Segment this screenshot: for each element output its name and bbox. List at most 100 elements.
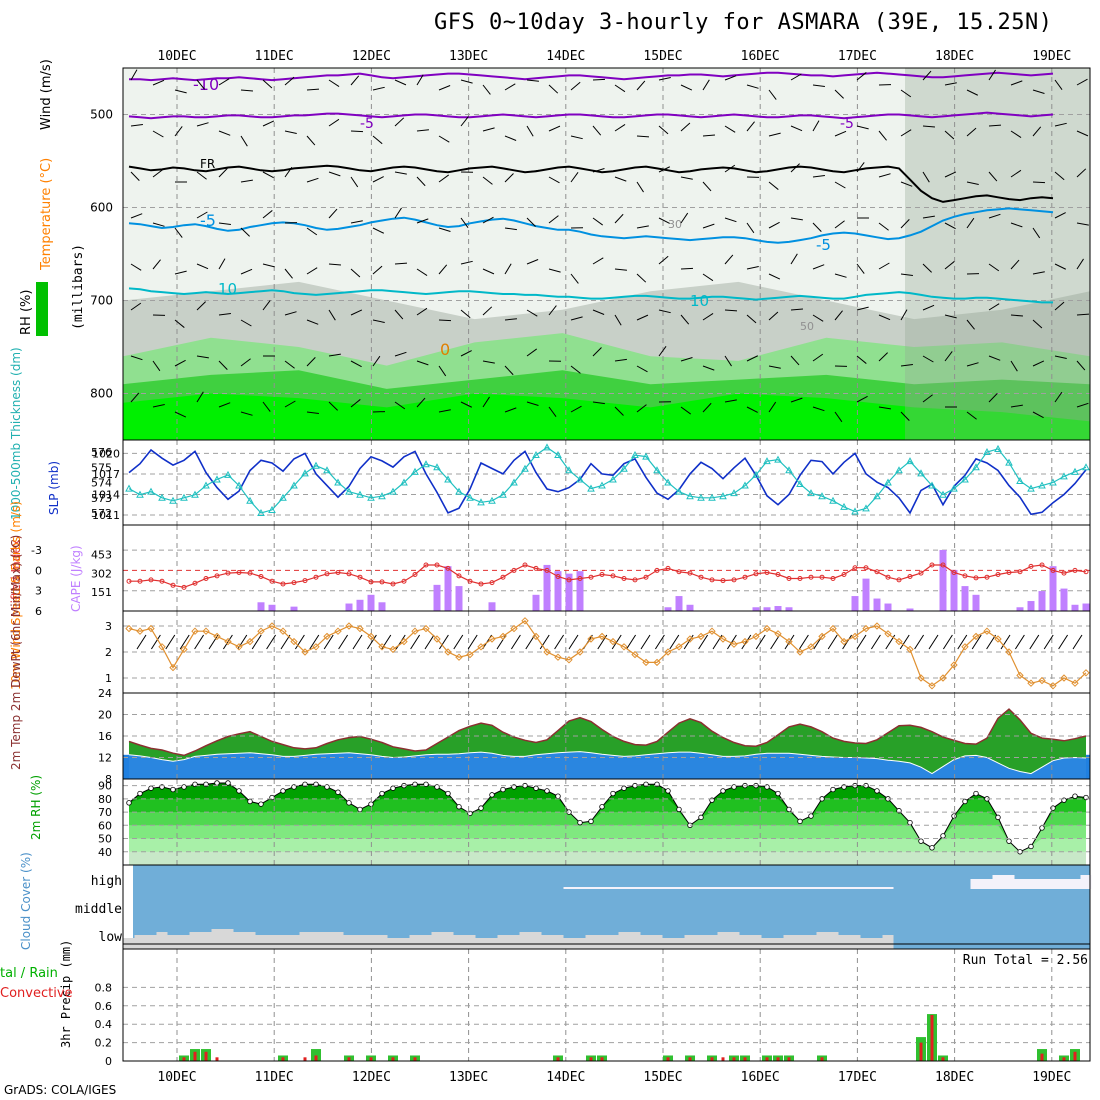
wind-barb <box>482 216 494 224</box>
wind-barb <box>680 314 690 325</box>
wind-barb <box>746 222 755 234</box>
wind-barb <box>174 270 187 275</box>
precip-convective-bar <box>941 1057 945 1061</box>
thickness-marker <box>785 466 793 474</box>
thickness-marker <box>290 481 298 489</box>
precip-convective-bar <box>215 1057 219 1061</box>
wind-barb <box>922 304 935 311</box>
wind-barb <box>702 223 715 229</box>
lifted-index-marker <box>951 569 957 575</box>
wind-speed-marker <box>598 632 606 641</box>
precip-convective-bar <box>281 1057 285 1061</box>
wind-barb <box>944 261 955 270</box>
ylabel-temperature: Temperature (°C) <box>39 158 54 271</box>
wind-barb <box>1032 319 1043 329</box>
lifted-index-marker <box>522 562 528 568</box>
rh2m-marker <box>236 788 242 794</box>
cape-bar <box>1082 603 1090 611</box>
wind-barb <box>878 352 888 362</box>
wind-speed-marker <box>1027 679 1035 687</box>
contour-label: 10 <box>690 292 709 310</box>
wind-barb <box>768 401 777 413</box>
thickness-marker <box>675 487 683 495</box>
rh2m-marker <box>555 793 561 799</box>
wind-barb <box>323 634 334 650</box>
rh-band <box>905 68 1090 440</box>
wind-barb <box>240 135 248 147</box>
wind-barb <box>966 127 977 137</box>
ylabel-wind10m: 10m Wind Speed & Barbs (m/s) <box>9 501 23 690</box>
wind-barb <box>1054 122 1067 127</box>
date-label-bottom: 15DEC <box>643 1070 682 1085</box>
wind-speed-marker <box>323 632 331 641</box>
rh2m-marker <box>489 792 495 798</box>
wind-barb <box>306 88 320 91</box>
thickness-marker <box>246 496 254 504</box>
lifted-index-marker <box>170 582 176 588</box>
wind-barb <box>702 134 715 137</box>
wind-barb <box>966 411 977 420</box>
wind-barb <box>410 634 421 650</box>
wind-barb <box>460 309 471 319</box>
wind-barb <box>658 166 671 173</box>
wind-barb <box>328 263 341 266</box>
wind-barb <box>152 169 163 178</box>
cape-bar <box>906 608 914 611</box>
ylabel-rh2m: 2m RH (%) <box>29 775 43 840</box>
cloud-high-bar <box>1069 879 1081 889</box>
wind-barb <box>1076 402 1089 408</box>
cloud-high-bar <box>717 887 729 889</box>
wind-barb <box>453 634 464 650</box>
lifted-index-marker <box>500 574 506 580</box>
cape-bar <box>851 596 859 611</box>
wind-speed-marker <box>554 653 562 661</box>
wind-barb <box>768 221 780 229</box>
rh2m-marker <box>973 790 979 797</box>
wind-speed-marker <box>455 653 463 661</box>
wind-barb <box>1014 634 1025 650</box>
wind-barb <box>526 259 539 265</box>
wind-barb <box>460 79 473 84</box>
thickness-line <box>128 446 1087 514</box>
lifted-index-marker <box>907 574 913 580</box>
wind-barb <box>352 634 363 650</box>
wind-barb <box>746 355 759 362</box>
wind-barb <box>658 255 669 265</box>
cloud-low-bar <box>640 935 652 949</box>
wind-barb <box>922 263 932 273</box>
lifted-index-marker <box>225 570 231 576</box>
cloud-high-bar <box>1003 879 1015 889</box>
thickness-marker <box>1082 463 1090 471</box>
cloud-high-bar <box>849 887 861 889</box>
contour-label: 50 <box>800 320 814 333</box>
cloud-low-bar <box>211 929 223 949</box>
cape-bar <box>356 599 364 611</box>
thickness-marker <box>961 475 969 483</box>
wind-barb <box>614 268 627 271</box>
cloud-low-bar <box>750 935 762 949</box>
wind-speed-marker <box>433 635 441 643</box>
cloud-high-bar <box>585 887 597 889</box>
precip-convective-bar <box>314 1055 318 1061</box>
wind-barb <box>438 85 451 91</box>
wind-barb <box>812 222 822 232</box>
thickness-marker <box>488 496 496 504</box>
wind-barb <box>306 319 319 325</box>
thickness-marker <box>884 478 892 486</box>
rh2m-marker <box>1006 838 1012 844</box>
cape-bar <box>290 606 298 611</box>
cloud-low-bar <box>618 932 630 949</box>
lifted-index-marker <box>401 578 407 584</box>
thickness-marker <box>521 464 529 472</box>
thickness-marker <box>1016 476 1024 484</box>
wind-barb <box>957 634 968 650</box>
wind-speed-marker <box>444 648 452 656</box>
date-label-bottom: 10DEC <box>157 1070 196 1085</box>
y-tick-label: 0.8 <box>95 981 113 994</box>
wind-speed-marker <box>972 632 980 641</box>
wind-barb <box>1072 634 1083 650</box>
wind-barb <box>724 125 736 133</box>
wind-barb <box>1032 360 1045 367</box>
wind-barb <box>416 218 429 224</box>
wind-barb <box>350 360 362 368</box>
